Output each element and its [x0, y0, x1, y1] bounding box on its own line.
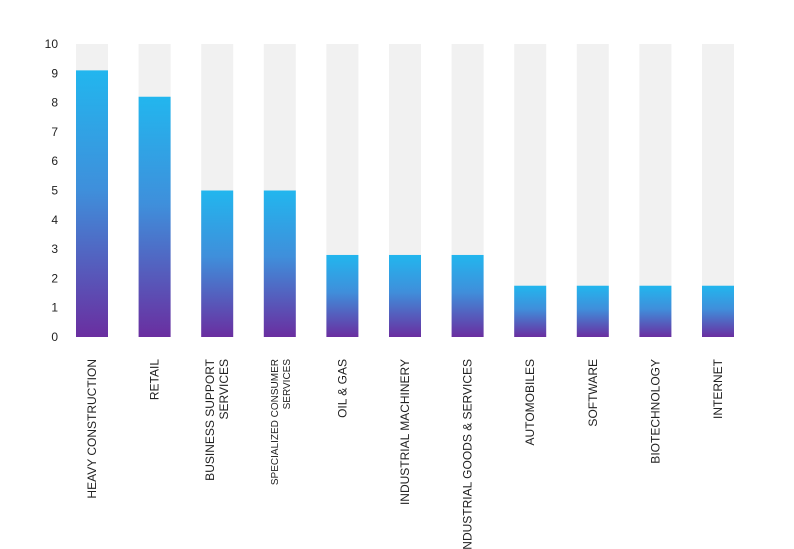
- bar-industrial-goods-services: [451, 254, 484, 337]
- y-tick-label-0: 0: [51, 330, 58, 344]
- y-tick-label-8: 8: [51, 96, 58, 110]
- x-tick-label-7: AUTOMOBILES: [523, 359, 537, 445]
- y-tick-label-9: 9: [51, 66, 58, 80]
- x-tick-label-6: INDUSTRIAL GOODS & SERVICES: [461, 359, 475, 549]
- y-tick-label-4: 4: [51, 213, 58, 227]
- x-tick-label-8: SOFTWARE: [586, 359, 600, 427]
- y-tick-label-6: 6: [51, 154, 58, 168]
- x-tick-label-0: HEAVY CONSTRUCTION: [85, 359, 99, 499]
- y-tick-label-7: 7: [51, 125, 58, 139]
- x-tick-label-2: BUSINESS SUPPORTSERVICES: [203, 358, 231, 480]
- y-tick-label-2: 2: [51, 271, 58, 285]
- y-tick-label-10: 10: [45, 37, 59, 51]
- x-tick-label-9: BIOTECHNOLOGY: [648, 359, 662, 464]
- bar-heavy-construction: [76, 70, 108, 338]
- bars: [76, 70, 734, 338]
- x-tick-label-10: INTERNET: [711, 358, 725, 419]
- bar-automobiles: [514, 285, 547, 337]
- bar-retail: [138, 96, 171, 338]
- x-tick-label-4: OIL & GAS: [335, 359, 349, 418]
- bar-industrial-machinery: [389, 254, 421, 337]
- bar-software: [576, 285, 609, 337]
- y-tick-label-1: 1: [51, 301, 58, 315]
- bar-business-support-services: [201, 190, 234, 337]
- y-tick-label-5: 5: [51, 184, 58, 198]
- y-axis: 0 1 2 3 4 5 6 7 8 9 10: [45, 37, 59, 344]
- bar-internet: [702, 285, 734, 337]
- x-tick-label-5: INDUSTRIAL MACHINERY: [398, 359, 412, 505]
- y-tick-label-3: 3: [51, 242, 58, 256]
- x-tick-label-1: RETAIL: [148, 359, 162, 400]
- bar-specialized-consumer-services: [263, 190, 296, 337]
- x-axis-labels: HEAVY CONSTRUCTION RETAIL BUSINESS SUPPORT…: [85, 358, 725, 549]
- x-tick-label-3: SPECIALIZED CONSUMERSERVICES: [270, 359, 293, 485]
- bar-biotechnology: [639, 285, 672, 337]
- bar-oil-gas: [326, 254, 359, 337]
